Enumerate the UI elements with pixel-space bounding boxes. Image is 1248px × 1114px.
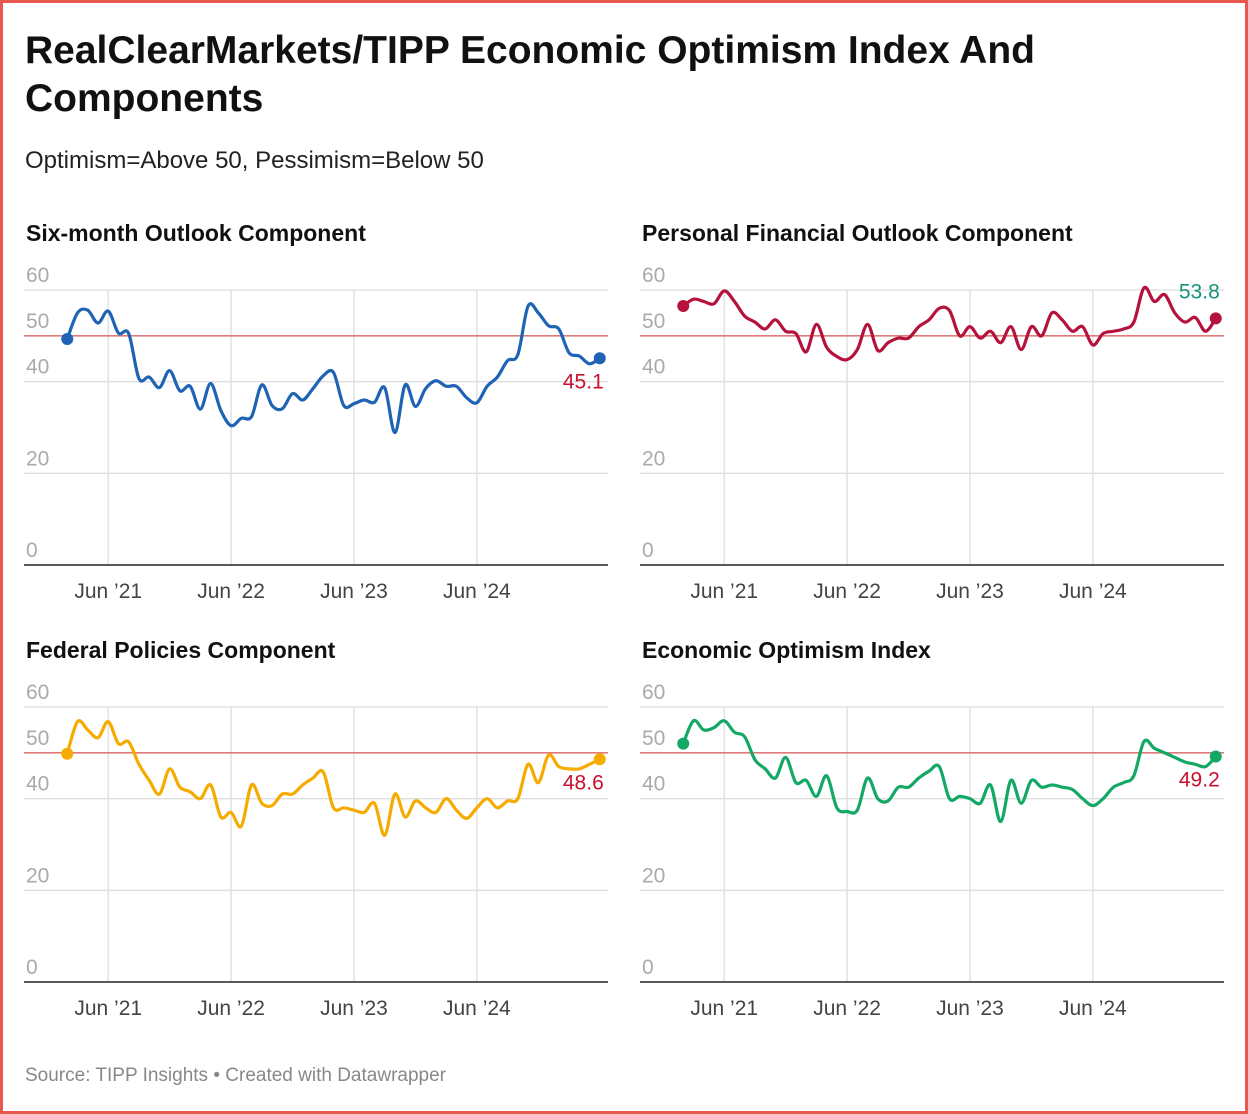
end-dot (677, 300, 690, 313)
end-dot (61, 333, 74, 346)
y-tick-label: 20 (642, 447, 665, 470)
x-tick-label: Jun ’24 (443, 997, 511, 1020)
x-tick-label: Jun ’21 (690, 580, 758, 603)
end-dot (593, 753, 606, 766)
y-tick-label: 50 (642, 727, 665, 750)
y-tick-label: 20 (26, 864, 49, 887)
end-value-label: 53.8 (1179, 280, 1220, 303)
y-tick-label: 60 (642, 681, 665, 704)
x-tick-label: Jun ’23 (936, 580, 1004, 603)
series-line (65, 719, 601, 837)
x-tick-label: Jun ’21 (74, 997, 142, 1020)
x-tick-label: Jun ’21 (690, 997, 758, 1020)
y-tick-label: 60 (26, 264, 49, 287)
x-tick-label: Jun ’24 (1059, 997, 1127, 1020)
panel-title: Personal Financial Outlook Component (642, 220, 1073, 246)
y-tick-label: 20 (642, 864, 665, 887)
panel-title: Federal Policies Component (26, 637, 336, 663)
series-line (682, 285, 1218, 362)
x-tick-label: Jun ’22 (197, 997, 265, 1020)
y-tick-label: 20 (26, 447, 49, 470)
y-tick-label: 40 (26, 356, 49, 379)
end-value-label: 49.2 (1179, 769, 1220, 792)
y-tick-label: 60 (642, 264, 665, 287)
source-note: Source: TIPP Insights • Created with Dat… (25, 1065, 446, 1086)
charts: Six-month Outlook Component 0 20 40 50 60 Jun … (24, 220, 1224, 1020)
y-tick-label: 60 (26, 681, 49, 704)
panel-title: Six-month Outlook Component (26, 220, 366, 246)
y-tick-label: 0 (642, 956, 654, 979)
end-value-label: 48.6 (563, 771, 604, 794)
y-tick-label: 40 (642, 773, 665, 796)
series-line (65, 302, 601, 435)
end-dot (61, 747, 74, 760)
x-tick-label: Jun ’24 (443, 580, 511, 603)
x-tick-label: Jun ’22 (813, 997, 881, 1020)
x-tick-label: Jun ’23 (936, 997, 1004, 1020)
end-dot (1209, 750, 1222, 763)
panel-title: Economic Optimism Index (642, 637, 931, 663)
y-tick-label: 40 (642, 356, 665, 379)
chart-title: RealClearMarkets/TIPP Economic Optimism … (25, 29, 1035, 120)
y-tick-label: 0 (642, 539, 654, 562)
end-dot (593, 352, 606, 365)
x-tick-label: Jun ’22 (813, 580, 881, 603)
chart-subtitle: Optimism=Above 50, Pessimism=Below 50 (25, 147, 484, 174)
x-tick-label: Jun ’21 (74, 580, 142, 603)
x-tick-label: Jun ’24 (1059, 580, 1127, 603)
y-tick-label: 0 (26, 956, 38, 979)
x-tick-label: Jun ’23 (320, 997, 388, 1020)
end-dot (677, 737, 690, 750)
y-tick-label: 50 (26, 727, 49, 750)
y-tick-label: 0 (26, 539, 38, 562)
y-tick-label: 50 (642, 310, 665, 333)
x-tick-label: Jun ’23 (320, 580, 388, 603)
series-line (681, 718, 1217, 824)
y-tick-label: 50 (26, 310, 49, 333)
end-dot (1209, 312, 1222, 325)
x-tick-label: Jun ’22 (197, 580, 265, 603)
y-tick-label: 40 (26, 773, 49, 796)
end-value-label: 45.1 (563, 370, 604, 393)
